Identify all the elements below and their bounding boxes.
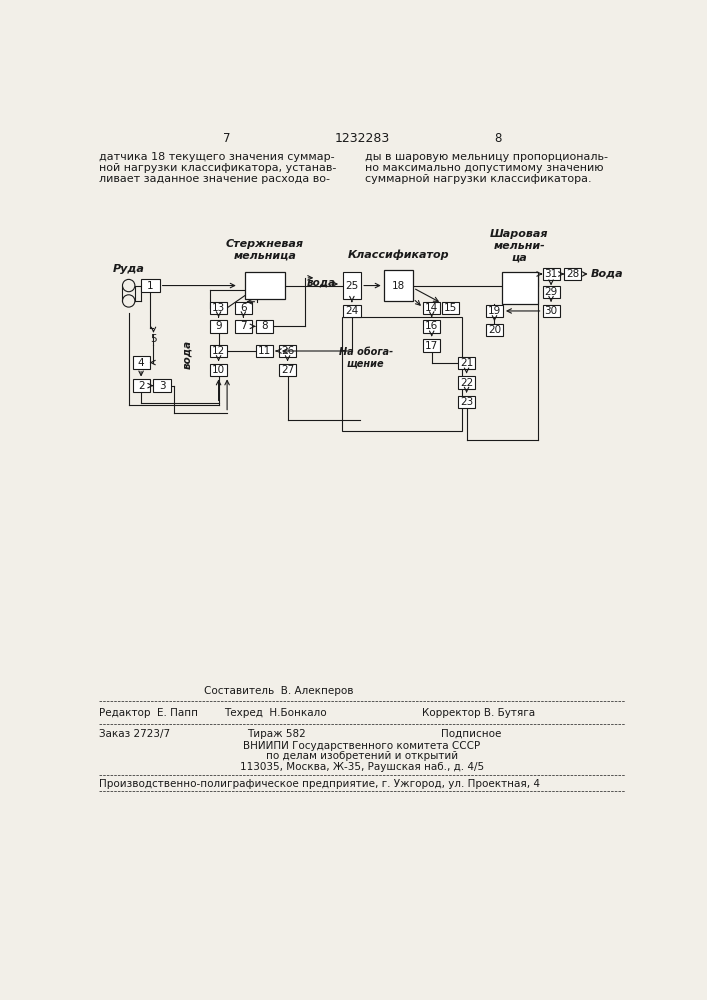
Bar (132, 379, 150, 392)
Text: вода: вода (182, 340, 192, 369)
Text: 14: 14 (425, 303, 438, 313)
Bar (343, 305, 361, 317)
Text: Подписное: Подписное (441, 729, 501, 739)
Bar (256, 320, 273, 333)
Text: Тираж 582: Тираж 582 (247, 729, 306, 739)
Text: 19: 19 (488, 306, 501, 316)
Text: ВНИИПИ Государственного комитета СССР: ВНИИПИ Государственного комитета СССР (243, 741, 481, 751)
Bar (235, 320, 252, 333)
Text: Производственно-полиграфическое предприятие, г. Ужгород, ул. Проектная, 4: Производственно-полиграфическое предприя… (99, 779, 540, 789)
Text: 26: 26 (281, 346, 294, 356)
Bar (210, 320, 227, 333)
Bar (458, 396, 475, 408)
Text: 2: 2 (138, 381, 144, 391)
Text: 24: 24 (345, 306, 358, 316)
Bar (341, 317, 462, 431)
Text: 1232283: 1232283 (334, 132, 390, 145)
Bar (384, 270, 413, 301)
Text: но максимально допустимому значению: но максимально допустимому значению (365, 163, 604, 173)
Text: 1: 1 (147, 281, 153, 291)
Bar (210, 364, 227, 376)
Bar (423, 320, 440, 333)
Text: 10: 10 (212, 365, 225, 375)
Bar (245, 272, 285, 299)
Bar (442, 302, 459, 314)
Text: 7: 7 (223, 132, 230, 145)
Bar (542, 286, 559, 298)
Text: Составитель  В. Алекперов: Составитель В. Алекперов (204, 686, 353, 696)
Bar (279, 345, 296, 357)
Bar (542, 268, 559, 280)
Text: 4: 4 (138, 358, 144, 368)
Bar (256, 345, 273, 357)
Text: 15: 15 (444, 303, 457, 313)
Text: 3: 3 (158, 381, 165, 391)
Text: 30: 30 (544, 306, 558, 316)
Text: 11: 11 (257, 346, 271, 356)
Text: 5: 5 (150, 334, 157, 344)
Text: ды в шаровую мельницу пропорциональ-: ды в шаровую мельницу пропорциональ- (365, 152, 608, 162)
Text: 31: 31 (544, 269, 558, 279)
Text: по делам изобретений и открытий: по делам изобретений и открытий (266, 751, 458, 761)
Text: датчика 18 текущего значения суммар-: датчика 18 текущего значения суммар- (99, 152, 335, 162)
Text: 21: 21 (460, 358, 473, 368)
Text: 7: 7 (240, 321, 247, 331)
Text: Заказ 2723/7: Заказ 2723/7 (99, 729, 170, 739)
Text: 18: 18 (392, 281, 405, 291)
Text: Шаровая
мельни-
ца: Шаровая мельни- ца (490, 229, 549, 262)
Text: 8: 8 (494, 132, 501, 145)
Bar (486, 324, 503, 336)
Bar (153, 379, 170, 392)
Text: 25: 25 (345, 281, 358, 291)
Text: Руда: Руда (112, 264, 145, 274)
Text: Техред  Н.Бонкало: Техред Н.Бонкало (224, 708, 327, 718)
Text: 20: 20 (488, 325, 501, 335)
Bar (423, 339, 440, 352)
Text: вода: вода (306, 277, 335, 287)
Text: На обога-
щение: На обога- щение (339, 347, 393, 369)
Text: 28: 28 (566, 269, 579, 279)
Text: 9: 9 (215, 321, 222, 331)
Text: 29: 29 (544, 287, 558, 297)
Text: суммарной нагрузки классификатора.: суммарной нагрузки классификатора. (365, 174, 592, 184)
Text: 13: 13 (212, 303, 226, 313)
Text: Редактор  Е. Папп: Редактор Е. Папп (99, 708, 198, 718)
Text: 23: 23 (460, 397, 473, 407)
Text: Стержневая
мельница: Стержневая мельница (226, 239, 304, 260)
Bar (235, 302, 252, 314)
Text: 113035, Москва, Ж-35, Раушская наб., д. 4/5: 113035, Москва, Ж-35, Раушская наб., д. … (240, 762, 484, 772)
Text: Вода: Вода (590, 269, 623, 279)
Bar (502, 272, 538, 304)
Bar (343, 272, 361, 299)
Text: 12: 12 (212, 346, 226, 356)
Bar (132, 356, 150, 369)
Text: 8: 8 (261, 321, 268, 331)
Bar (486, 305, 503, 317)
Bar (423, 302, 440, 314)
Bar (141, 279, 160, 292)
Text: 16: 16 (425, 321, 438, 331)
Bar (564, 268, 581, 280)
Bar (279, 364, 296, 376)
Text: Корректор В. Бутяга: Корректор В. Бутяга (421, 708, 534, 718)
Text: 6: 6 (240, 303, 247, 313)
Text: 22: 22 (460, 378, 473, 388)
Text: 27: 27 (281, 365, 294, 375)
Text: ной нагрузки классификатора, устанав-: ной нагрузки классификатора, устанав- (99, 163, 337, 173)
Text: Классификатор: Классификатор (348, 250, 449, 260)
Bar (542, 305, 559, 317)
Text: ливает заданное значение расхода во-: ливает заданное значение расхода во- (99, 174, 330, 184)
Bar (458, 357, 475, 369)
Bar (210, 345, 227, 357)
Bar (458, 376, 475, 389)
Text: 17: 17 (425, 341, 438, 351)
Bar (210, 302, 227, 314)
